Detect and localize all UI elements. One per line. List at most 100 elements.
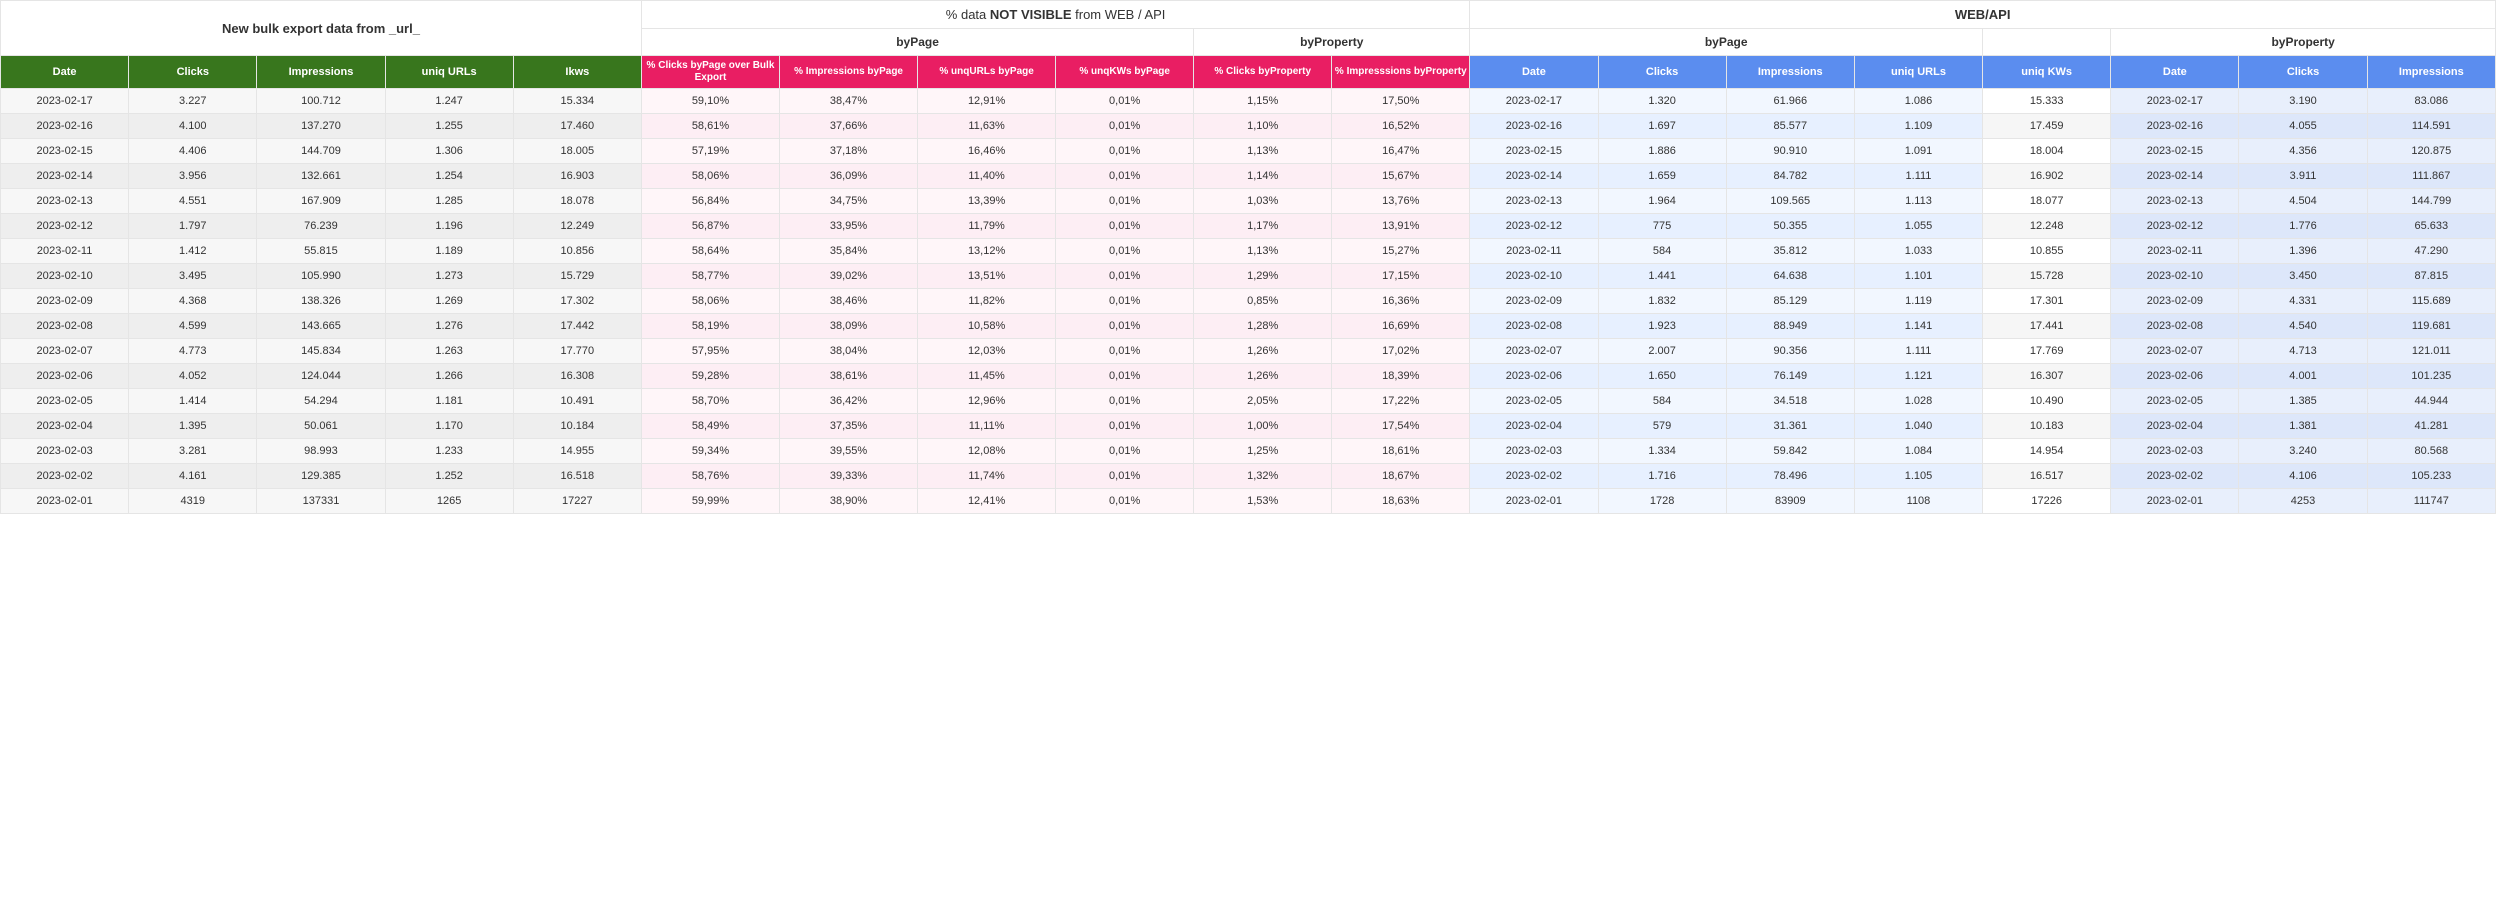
wr-impressions: 80.568 [2367, 439, 2495, 464]
bulk-date: 2023-02-09 [1, 289, 129, 314]
nv-unqurls-bypage: 10,58% [918, 314, 1056, 339]
nv-impr-bypage: 39,55% [780, 439, 918, 464]
col-wr-impressions: Impressions [2367, 56, 2495, 89]
bulk-ikws: 15.334 [513, 89, 641, 114]
group-notvis-byprop: byProperty [1194, 29, 1470, 56]
nv-impr-byprop: 16,69% [1332, 314, 1470, 339]
bulk-uniq-urls: 1265 [385, 489, 513, 514]
wp-date: 2023-02-13 [1470, 189, 1598, 214]
nv-unqurls-bypage: 12,08% [918, 439, 1056, 464]
notvis-bold: NOT VISIBLE [990, 7, 1072, 22]
wp-uniq-urls: 1.084 [1854, 439, 1982, 464]
wr-date: 2023-02-06 [2111, 364, 2239, 389]
wp-clicks: 1.964 [1598, 189, 1726, 214]
nv-clicks-byprop: 1,15% [1194, 89, 1332, 114]
nv-clicks-bypage: 58,06% [641, 164, 779, 189]
bulk-date: 2023-02-01 [1, 489, 129, 514]
wr-date: 2023-02-01 [2111, 489, 2239, 514]
nv-unqurls-bypage: 11,63% [918, 114, 1056, 139]
nv-unqkws-bypage: 0,01% [1056, 264, 1194, 289]
wp-impressions: 90.910 [1726, 139, 1854, 164]
bulk-impressions: 137331 [257, 489, 385, 514]
nv-impr-byprop: 17,54% [1332, 414, 1470, 439]
wp-clicks: 1.441 [1598, 264, 1726, 289]
col-nv-clicks-bypage: % Clicks byPage over Bulk Export [641, 56, 779, 89]
nv-clicks-byprop: 1,32% [1194, 464, 1332, 489]
col-wr-clicks: Clicks [2239, 56, 2367, 89]
nv-clicks-bypage: 58,76% [641, 464, 779, 489]
bulk-ikws: 16.308 [513, 364, 641, 389]
wp-uniq-kws: 10.183 [1983, 414, 2111, 439]
wr-clicks: 3.450 [2239, 264, 2367, 289]
wr-date: 2023-02-08 [2111, 314, 2239, 339]
wp-uniq-kws: 17.459 [1983, 114, 2111, 139]
nv-clicks-byprop: 1,29% [1194, 264, 1332, 289]
wr-impressions: 65.633 [2367, 214, 2495, 239]
wp-impressions: 90.356 [1726, 339, 1854, 364]
wp-impressions: 59.842 [1726, 439, 1854, 464]
table-row: 2023-02-103.495105.9901.27315.72958,77%3… [1, 264, 2496, 289]
nv-unqurls-bypage: 13,51% [918, 264, 1056, 289]
wr-clicks: 4.504 [2239, 189, 2367, 214]
wp-clicks: 1.886 [1598, 139, 1726, 164]
nv-unqurls-bypage: 13,39% [918, 189, 1056, 214]
wr-impressions: 120.875 [2367, 139, 2495, 164]
comparison-table: New bulk export data from _url_ % data N… [0, 0, 2496, 514]
wp-uniq-kws: 14.954 [1983, 439, 2111, 464]
wr-date: 2023-02-13 [2111, 189, 2239, 214]
wr-clicks: 4.106 [2239, 464, 2367, 489]
wp-impressions: 85.129 [1726, 289, 1854, 314]
nv-clicks-bypage: 58,64% [641, 239, 779, 264]
nv-unqkws-bypage: 0,01% [1056, 339, 1194, 364]
col-nv-clicks-byprop: % Clicks byProperty [1194, 56, 1332, 89]
wp-uniq-kws: 10.855 [1983, 239, 2111, 264]
wp-uniq-urls: 1.111 [1854, 164, 1982, 189]
bulk-date: 2023-02-06 [1, 364, 129, 389]
bulk-date: 2023-02-07 [1, 339, 129, 364]
bulk-clicks: 4.052 [129, 364, 257, 389]
bulk-uniq-urls: 1.196 [385, 214, 513, 239]
wp-uniq-urls: 1.101 [1854, 264, 1982, 289]
wp-date: 2023-02-04 [1470, 414, 1598, 439]
nv-unqurls-bypage: 11,82% [918, 289, 1056, 314]
nv-impr-byprop: 13,91% [1332, 214, 1470, 239]
nv-unqurls-bypage: 13,12% [918, 239, 1056, 264]
bulk-ikws: 15.729 [513, 264, 641, 289]
wp-impressions: 84.782 [1726, 164, 1854, 189]
bulk-date: 2023-02-08 [1, 314, 129, 339]
table-row: 2023-02-154.406144.7091.30618.00557,19%3… [1, 139, 2496, 164]
table-row: 2023-02-074.773145.8341.26317.77057,95%3… [1, 339, 2496, 364]
nv-unqkws-bypage: 0,01% [1056, 314, 1194, 339]
wr-date: 2023-02-07 [2111, 339, 2239, 364]
nv-unqurls-bypage: 16,46% [918, 139, 1056, 164]
wp-impressions: 34.518 [1726, 389, 1854, 414]
nv-clicks-byprop: 1,28% [1194, 314, 1332, 339]
nv-unqurls-bypage: 11,11% [918, 414, 1056, 439]
wp-impressions: 85.577 [1726, 114, 1854, 139]
bulk-impressions: 124.044 [257, 364, 385, 389]
wp-date: 2023-02-09 [1470, 289, 1598, 314]
wp-uniq-urls: 1.119 [1854, 289, 1982, 314]
nv-unqkws-bypage: 0,01% [1056, 389, 1194, 414]
col-bulk-impressions: Impressions [257, 56, 385, 89]
col-bulk-clicks: Clicks [129, 56, 257, 89]
wp-clicks: 579 [1598, 414, 1726, 439]
nv-clicks-byprop: 1,26% [1194, 339, 1332, 364]
wp-date: 2023-02-02 [1470, 464, 1598, 489]
wp-uniq-urls: 1.109 [1854, 114, 1982, 139]
wp-clicks: 584 [1598, 239, 1726, 264]
bulk-clicks: 3.495 [129, 264, 257, 289]
wr-clicks: 1.381 [2239, 414, 2367, 439]
col-wp-clicks: Clicks [1598, 56, 1726, 89]
wr-impressions: 111.867 [2367, 164, 2495, 189]
nv-clicks-bypage: 56,87% [641, 214, 779, 239]
wp-uniq-urls: 1.033 [1854, 239, 1982, 264]
bulk-uniq-urls: 1.181 [385, 389, 513, 414]
wp-impressions: 78.496 [1726, 464, 1854, 489]
wp-uniq-urls: 1.113 [1854, 189, 1982, 214]
nv-impr-byprop: 17,50% [1332, 89, 1470, 114]
wr-impressions: 101.235 [2367, 364, 2495, 389]
notvis-suffix: from WEB / API [1072, 7, 1166, 22]
wp-uniq-urls: 1.121 [1854, 364, 1982, 389]
nv-impr-byprop: 17,15% [1332, 264, 1470, 289]
